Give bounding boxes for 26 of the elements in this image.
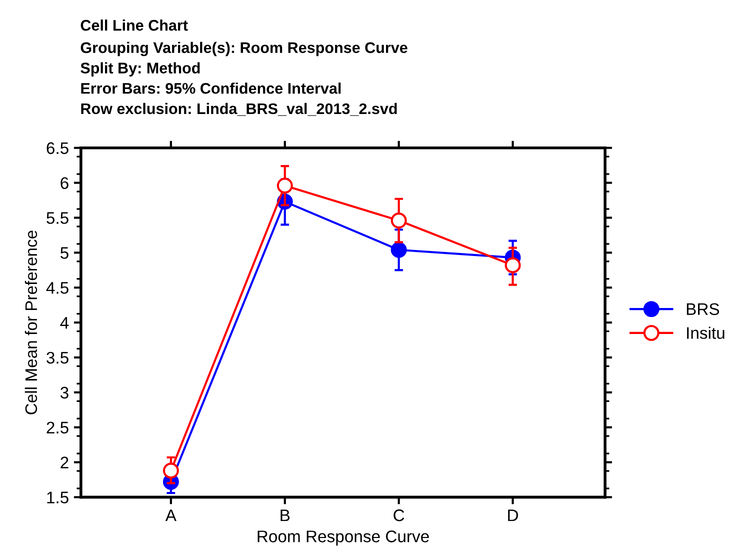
- y-tick-label: 3.5: [46, 352, 68, 364]
- point: [390, 212, 407, 229]
- chart-title: Cell Line Chart: [80, 20, 188, 31]
- x-tick-label: D: [508, 510, 518, 522]
- y-tick-label: 4: [60, 317, 69, 329]
- y-tick-label: 2.5: [46, 422, 68, 434]
- x-axis-title: Room Response Curve: [258, 530, 429, 546]
- y-tick-label: 5: [60, 247, 68, 259]
- chart-subtitle: Grouping Variable(s): Room Response Curve Split By: Method Error Bars: 95% Confidence Interval Row exclusion: Linda_BRS_val_2013_2.svd: [80, 42, 408, 116]
- y-tick-label: 6.5: [46, 142, 68, 154]
- y-tick-label: 2: [60, 456, 68, 468]
- point: [276, 178, 293, 194]
- point: [504, 257, 521, 274]
- point: [390, 242, 407, 258]
- y-tick-label: 6: [60, 177, 68, 190]
- y-axis-title: Cell Mean for Preference: [24, 230, 38, 414]
- y-tick-label: 3: [60, 386, 68, 399]
- y-tick-label: 5.5: [46, 212, 68, 224]
- x-tick-label: C: [394, 509, 404, 522]
- point: [162, 462, 179, 479]
- x-tick-label: B: [280, 510, 290, 522]
- legend-label: BRS: [686, 303, 720, 316]
- y-tick-label: 1.5: [47, 492, 68, 504]
- x-tick-label: A: [165, 510, 176, 522]
- legend-label: Insitu: [687, 326, 724, 339]
- y-tick-label: 4.5: [46, 282, 68, 294]
